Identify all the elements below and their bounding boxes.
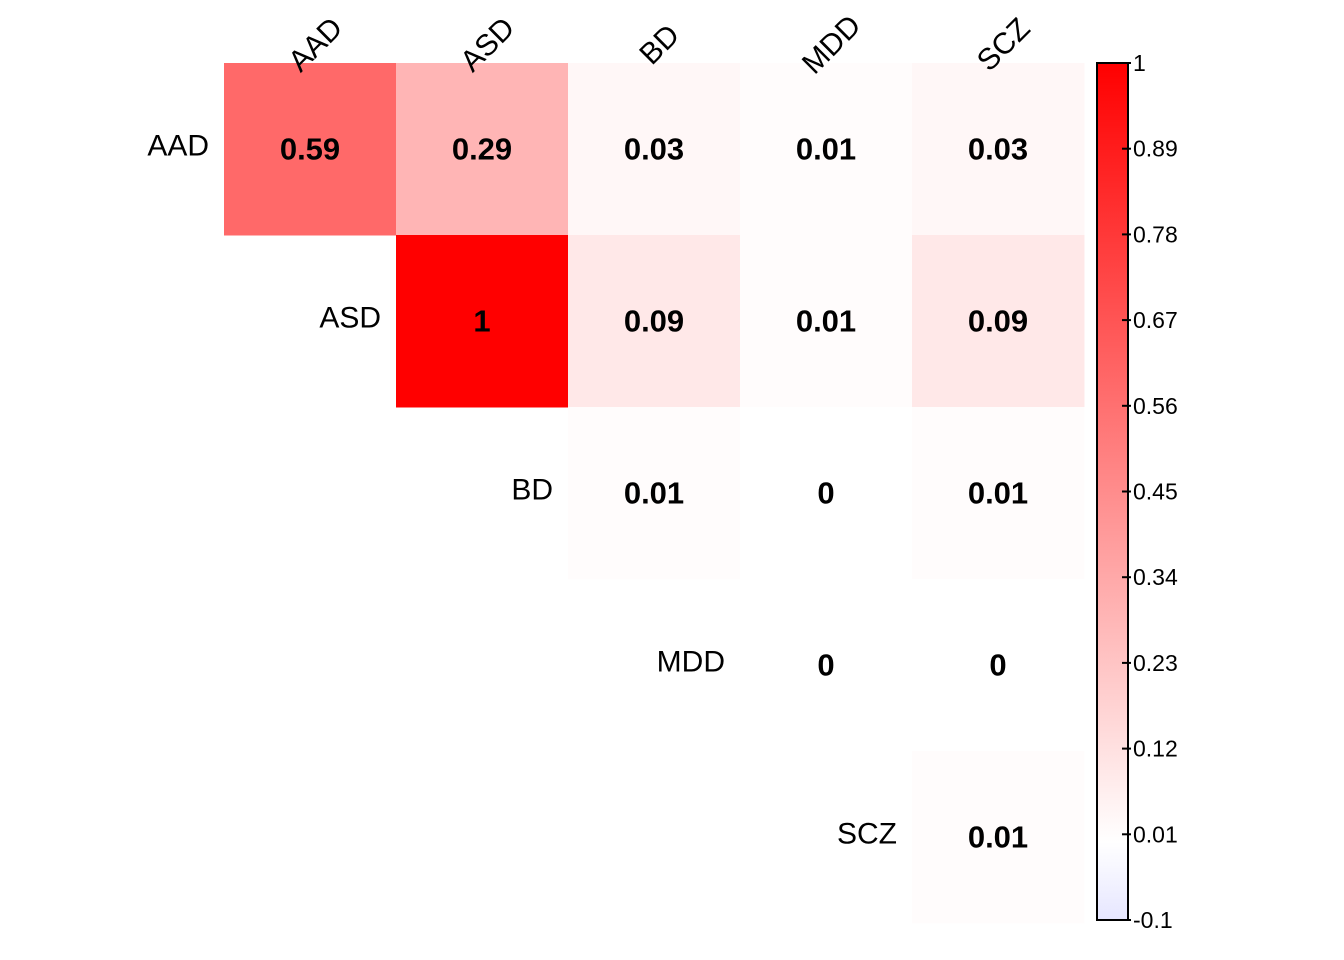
legend-tick-label: 1: [1133, 50, 1146, 76]
heatmap-cell-mdd-scz: [912, 579, 1085, 752]
legend-tick-label: -0.1: [1133, 907, 1173, 933]
heatmap-value-asd-asd: 1: [473, 304, 490, 339]
heatmap-value-aad-mdd: 0.01: [796, 132, 856, 167]
heatmap-cell-aad-aad: [224, 63, 397, 236]
heatmap-value-scz-scz: 0.01: [968, 820, 1028, 855]
color-legend: 1 0.89 0.78 0.67 0.56 0.45 0.34 0.23 0.12 0.01 -0.…: [1096, 50, 1178, 933]
heatmap-value-mdd-mdd: 0: [817, 648, 834, 683]
legend-tick-label: 0.89: [1133, 136, 1178, 162]
heatmap-value-asd-mdd: 0.01: [796, 304, 856, 339]
heatmap-value-aad-asd: 0.29: [452, 132, 512, 167]
heatmap-cells: 0.59 0.29 0.03 0.01 0.03 1 0.09 0.01 0.09 0.01 0 0.…: [224, 63, 1085, 924]
heatmap-cell-aad-mdd: [740, 63, 913, 236]
heatmap-cell-aad-asd: [396, 63, 569, 236]
heatmap-cell-scz-scz: [912, 751, 1085, 924]
heatmap-cell-bd-bd: [568, 407, 741, 580]
heatmap-value-asd-scz: 0.09: [968, 304, 1028, 339]
row-label-scz: SCZ: [837, 818, 897, 851]
heatmap-cell-bd-mdd: [740, 407, 913, 580]
heatmap-value-bd-scz: 0.01: [968, 476, 1028, 511]
heatmap-value-bd-mdd: 0: [817, 476, 834, 511]
heatmap-value-aad-scz: 0.03: [968, 132, 1028, 167]
heatmap-cell-asd-mdd: [740, 235, 913, 408]
heatmap-cell-asd-asd: [396, 235, 569, 408]
legend-tick-label: 0.23: [1133, 650, 1178, 676]
heatmap-value-mdd-scz: 0: [989, 648, 1006, 683]
legend-tick-label: 0.01: [1133, 821, 1178, 847]
heatmap-cell-asd-scz: [912, 235, 1085, 408]
row-label-mdd: MDD: [657, 646, 725, 679]
heatmap-cell-mdd-mdd: [740, 579, 913, 752]
legend-tick-label: 0.78: [1133, 221, 1178, 247]
row-labels: AAD ASD BD MDD SCZ: [147, 130, 897, 851]
heatmap-cell-aad-scz: [912, 63, 1085, 236]
heatmap-cell-aad-bd: [568, 63, 741, 236]
row-label-aad: AAD: [147, 130, 209, 163]
legend-tick-label: 0.34: [1133, 564, 1178, 590]
legend-tick-label: 0.56: [1133, 393, 1178, 419]
row-label-bd: BD: [511, 474, 553, 507]
legend-tick-label: 0.67: [1133, 307, 1178, 333]
legend-tick-label: 0.12: [1133, 736, 1178, 762]
heatmap-cell-asd-bd: [568, 235, 741, 408]
color-legend-ticks: 1 0.89 0.78 0.67 0.56 0.45 0.34 0.23 0.12 0.01 -0.…: [1122, 50, 1178, 933]
heatmap-value-bd-bd: 0.01: [624, 476, 684, 511]
row-label-asd: ASD: [319, 302, 381, 335]
heatmap-value-aad-bd: 0.03: [624, 132, 684, 167]
heatmap-value-asd-bd: 0.09: [624, 304, 684, 339]
legend-tick-label: 0.45: [1133, 479, 1178, 505]
heatmap-value-aad-aad: 0.59: [280, 132, 340, 167]
heatmap-cell-bd-scz: [912, 407, 1085, 580]
